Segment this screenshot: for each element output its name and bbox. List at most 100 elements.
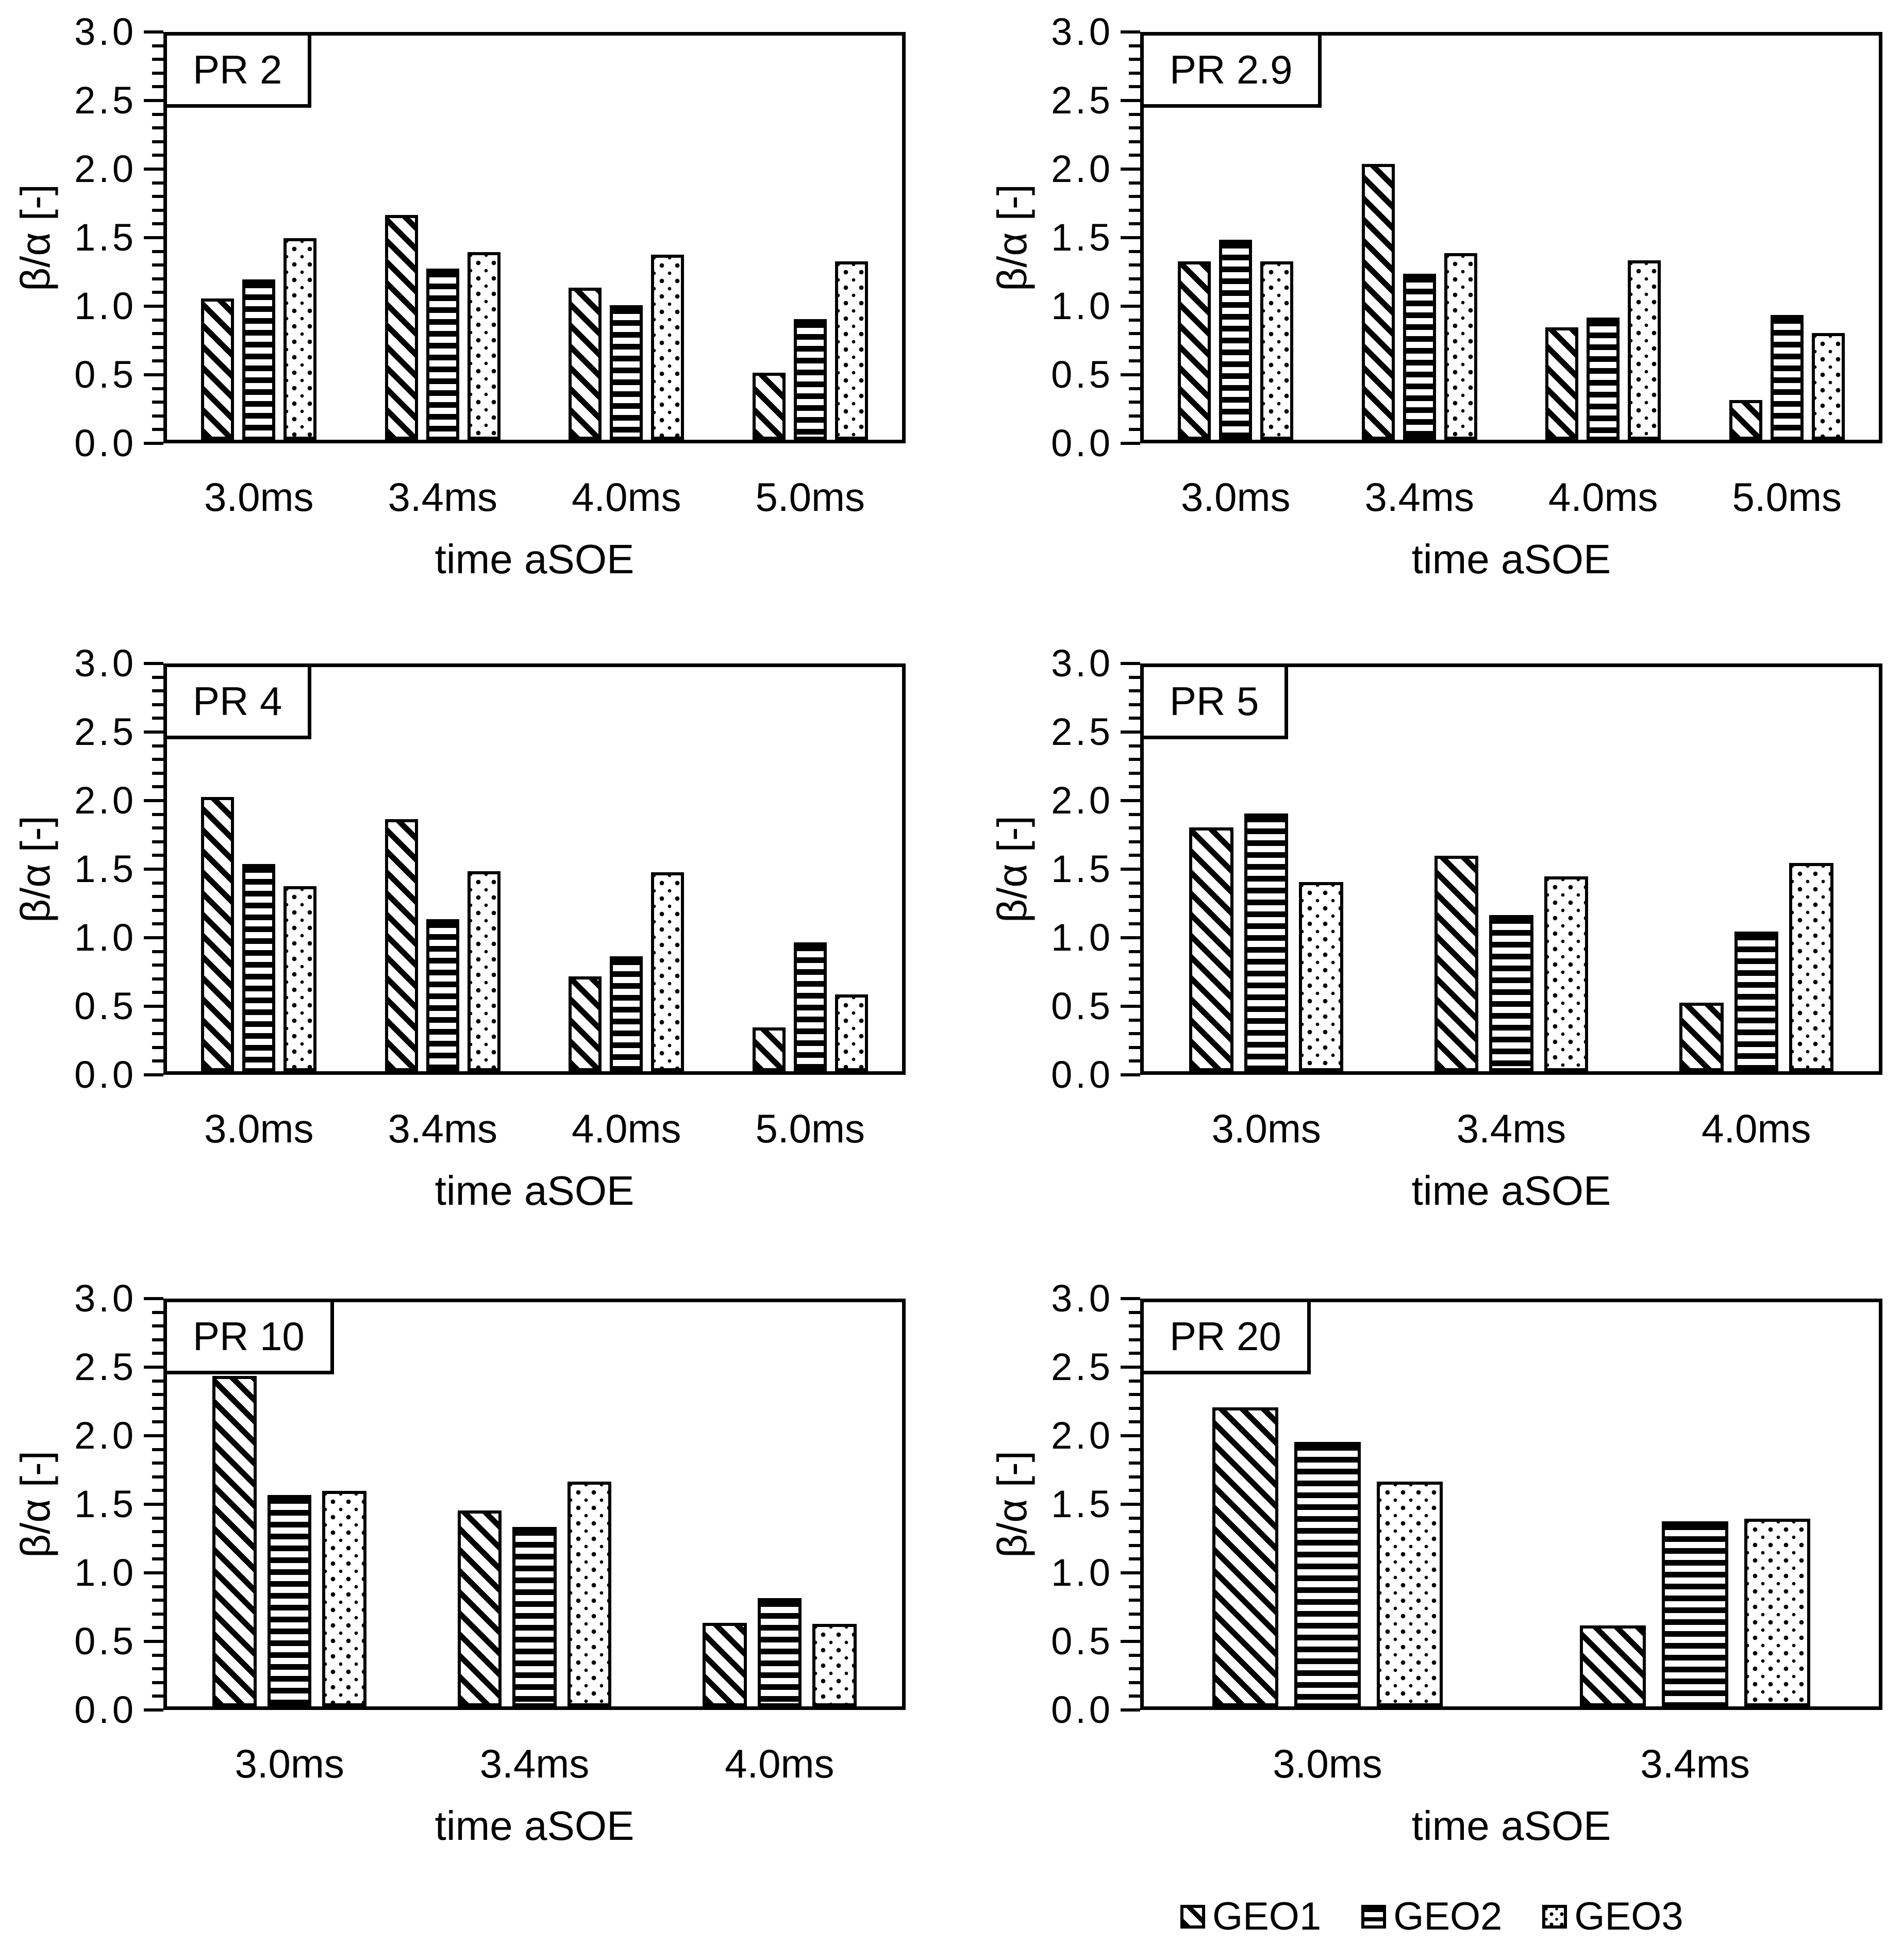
y-minor-tick [1129, 1324, 1140, 1328]
y-minor-tick [1129, 1352, 1140, 1355]
bar-geo3-4.0ms [812, 1624, 857, 1706]
y-tick-label: 1.5 [74, 216, 137, 259]
y-tick-label: 0.5 [74, 353, 137, 396]
y-minor-tick [1129, 744, 1140, 748]
bar-group-area [167, 36, 902, 440]
y-minor-tick [152, 675, 163, 679]
y-minor-tick [152, 895, 163, 899]
y-minor-tick [152, 222, 163, 226]
y-minor-tick [152, 250, 163, 253]
y-minor-tick [1129, 1018, 1140, 1022]
y-minor-tick [1129, 1045, 1140, 1049]
y-minor-tick [152, 826, 163, 830]
y-tick-label: 2.5 [74, 710, 137, 753]
y-minor-tick [1129, 277, 1140, 280]
y-minor-tick [152, 1667, 163, 1671]
bar-geo3-3.0ms [1260, 261, 1294, 440]
y-minor-tick [1129, 1338, 1140, 1341]
y-minor-tick [1129, 1557, 1140, 1561]
y-minor-tick [152, 1406, 163, 1410]
y-minor-tick [152, 58, 163, 61]
y-minor-tick [152, 1695, 163, 1698]
y-minor-tick [152, 318, 163, 322]
y-minor-tick [1129, 922, 1140, 926]
y-minor-tick [1129, 1585, 1140, 1588]
bar-geo1-3.4ms [1361, 164, 1395, 440]
y-major-tick [144, 168, 163, 171]
bar-geo1-4.0ms [569, 976, 602, 1071]
y-tick-label: 0.0 [74, 1053, 137, 1096]
panel-title-box: PR 4 [163, 663, 312, 739]
y-major-tick [1121, 168, 1140, 171]
y-minor-tick [1129, 1461, 1140, 1465]
y-major-tick [144, 30, 163, 34]
y-minor-tick [152, 263, 163, 267]
y-tick-label: 2.0 [1051, 147, 1113, 190]
y-minor-tick [1129, 854, 1140, 857]
y-tick-label: 1.0 [74, 285, 137, 327]
bar-geo2-3.4ms [512, 1526, 557, 1706]
y-minor-tick [152, 1393, 163, 1397]
y-major-tick [1121, 1708, 1140, 1712]
bar-geo3-5.0ms [835, 994, 868, 1071]
bar-geo2-3.0ms [1294, 1441, 1361, 1706]
y-minor-tick [152, 689, 163, 693]
y-major-tick [1121, 1073, 1140, 1076]
y-major-tick [144, 730, 163, 734]
y-minor-tick [152, 1516, 163, 1520]
x-tick-label: 3.0ms [1211, 1106, 1321, 1151]
bar-geo1-3.0ms [201, 298, 235, 440]
x-axis-label: time aSOE [435, 1803, 635, 1849]
bar-geo1-5.0ms [752, 1027, 786, 1071]
y-tick-label: 2.5 [74, 79, 137, 122]
panel-title-box: PR 2.9 [1140, 32, 1322, 108]
bar-geo1-4.0ms [569, 287, 602, 440]
y-major-tick [144, 1297, 163, 1300]
y-minor-tick [152, 428, 163, 431]
y-minor-tick [152, 291, 163, 294]
y-major-tick [144, 99, 163, 102]
y-tick-label: 2.0 [1051, 779, 1113, 822]
y-tick-label: 2.0 [74, 147, 137, 190]
y-major-tick [1121, 1434, 1140, 1437]
y-minor-tick [152, 359, 163, 363]
bar-geo1-4.0ms [1679, 1003, 1724, 1071]
bar-geo2-5.0ms [793, 942, 827, 1071]
y-major-tick [144, 1708, 163, 1712]
y-minor-tick [152, 1032, 163, 1036]
y-major-tick [144, 1366, 163, 1369]
x-axis-label: time aSOE [1411, 1168, 1611, 1214]
legend-item-geo2: GEO2 [1361, 1897, 1502, 1936]
x-tick-label: 3.0ms [204, 474, 314, 520]
y-minor-tick [1129, 332, 1140, 336]
y-minor-tick [152, 154, 163, 157]
y-minor-tick [152, 703, 163, 706]
y-minor-tick [1129, 195, 1140, 198]
bar-geo3-3.4ms [467, 252, 500, 440]
y-tick-label: 1.5 [1051, 216, 1113, 259]
y-minor-tick [152, 1489, 163, 1492]
bar-geo2-3.0ms [242, 279, 276, 440]
y-minor-tick [1129, 222, 1140, 226]
x-tick-label: 3.4ms [388, 474, 497, 520]
y-tick-label: 3.0 [74, 1277, 137, 1320]
bar-geo3-3.0ms [283, 886, 317, 1071]
legend-item-geo3: GEO3 [1542, 1897, 1683, 1936]
bar-geo3-3.4ms [567, 1481, 612, 1706]
y-minor-tick [152, 1018, 163, 1022]
y-tick-label: 1.0 [74, 1551, 137, 1594]
x-tick-label: 4.0ms [572, 474, 681, 520]
y-tick-label: 0.5 [74, 1620, 137, 1663]
y-minor-tick [152, 771, 163, 775]
bar-geo3-4.0ms [1789, 862, 1833, 1071]
y-major-tick [144, 305, 163, 308]
y-minor-tick [1129, 1681, 1140, 1684]
y-minor-tick [1129, 318, 1140, 322]
y-minor-tick [1129, 44, 1140, 47]
bar-geo3-3.4ms [1744, 1518, 1811, 1706]
y-minor-tick [1129, 1406, 1140, 1410]
bar-geo1-3.4ms [1434, 856, 1479, 1071]
x-tick-label: 5.0ms [755, 474, 865, 520]
bar-geo2-3.0ms [267, 1495, 312, 1706]
dots-swatch-icon [1542, 1905, 1567, 1929]
